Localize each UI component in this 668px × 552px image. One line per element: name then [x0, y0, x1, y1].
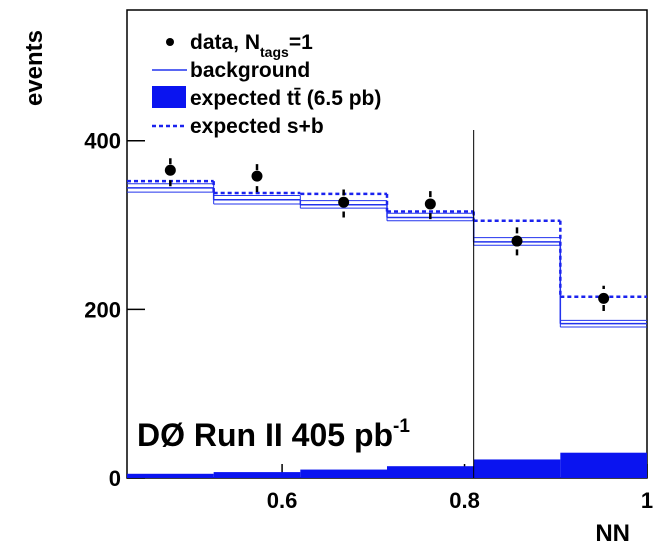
signal-bar: [213, 472, 301, 478]
legend-text: data, N: [190, 31, 260, 54]
data-point: [338, 196, 350, 208]
annotation: DØ Run II 405 pb-1: [137, 416, 410, 453]
annotation-sup: -1: [393, 416, 410, 437]
signal-bar: [473, 459, 561, 478]
x-tick-label: 1: [641, 488, 653, 513]
signal-bar: [300, 469, 387, 478]
y-tick-label: 200: [84, 297, 121, 322]
y-tick-label: 400: [84, 129, 121, 154]
legend-label: data, Ntags=1: [190, 31, 313, 60]
data-point: [598, 292, 610, 304]
y-tick-label: 0: [109, 466, 121, 491]
y-axis-label: events: [21, 30, 48, 106]
signal-bar: [387, 466, 474, 478]
legend-label: expected s+b: [190, 115, 324, 138]
annotation-text: DØ Run II 405 pb: [137, 417, 393, 453]
legend-sub: tags: [260, 44, 289, 60]
legend-text: =1: [289, 31, 313, 54]
legend-marker: [152, 86, 186, 108]
data-point: [251, 170, 263, 182]
legend-label: expected tt̄ (6.5 pb): [190, 87, 381, 110]
legend-label: background: [190, 59, 310, 82]
legend-marker: [166, 38, 174, 46]
data-point: [424, 198, 436, 210]
data-point: [164, 164, 176, 176]
data-point: [511, 235, 523, 247]
signal-bar: [127, 473, 214, 478]
x-tick-label: 0.6: [267, 488, 298, 513]
signal-bar: [560, 452, 647, 478]
x-axis-label: NN: [595, 520, 630, 547]
x-tick-label: 0.8: [449, 488, 480, 513]
